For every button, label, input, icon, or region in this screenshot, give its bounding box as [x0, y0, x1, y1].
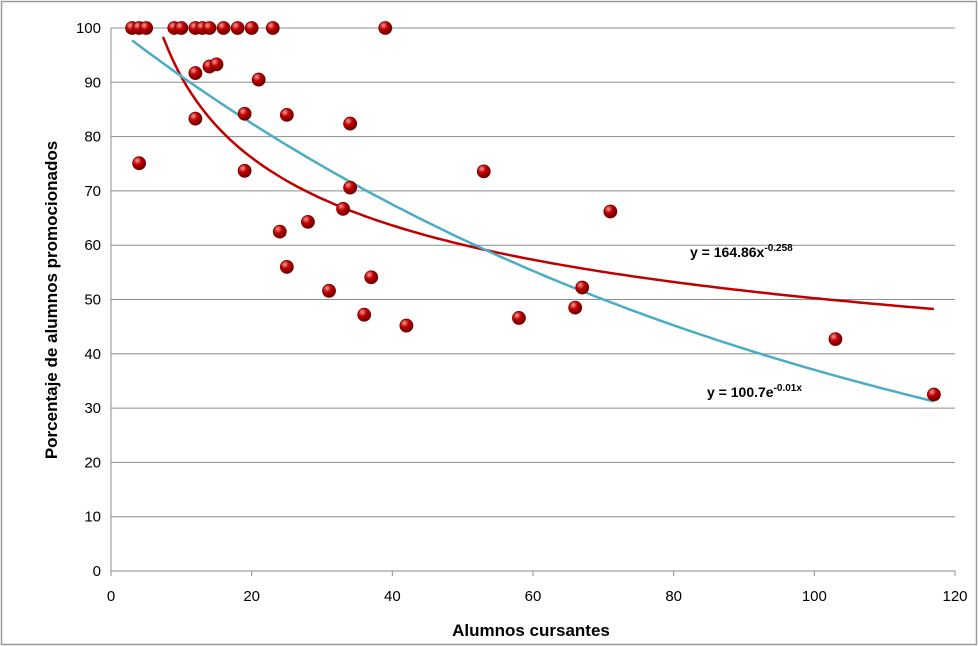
trendlines [131, 36, 935, 403]
data-point [265, 21, 280, 35]
data-point [272, 224, 287, 239]
y-tick-label: 60 [84, 237, 101, 254]
data-point [216, 21, 231, 35]
data-point [603, 204, 618, 219]
data-point [251, 72, 266, 87]
power-trend-equation: y = 164.86x-0.258 [690, 243, 793, 260]
data-point [568, 300, 583, 315]
exp-trend-equation-exponent: -0.01x [774, 383, 803, 394]
data-point [476, 164, 491, 179]
data-point [336, 201, 351, 216]
data-point [343, 180, 358, 195]
data-point [357, 307, 372, 322]
data-point [575, 280, 590, 295]
x-tick-label: 80 [665, 588, 682, 605]
power-trend-equation-main: y = 164.86x [690, 244, 765, 260]
data-point [512, 311, 526, 325]
data-point [174, 21, 189, 35]
data-point [364, 270, 379, 285]
power-trend-equation-exponent: -0.258 [764, 243, 793, 254]
y-axis-tick-labels: 0 10 20 30 40 50 60 70 80 90 100 [76, 20, 101, 580]
data-point [202, 21, 217, 35]
y-axis-title: Porcentaje de alumnos promocionados [42, 141, 61, 459]
data-point [322, 283, 336, 298]
exp-trend-equation-main: y = 100.7e [707, 384, 774, 400]
data-point [188, 111, 203, 126]
exp-trend-equation: y = 100.7e-0.01x [707, 383, 802, 400]
data-point [230, 21, 245, 35]
x-tick-label: 0 [107, 588, 115, 605]
data-point [279, 107, 294, 122]
data-point [828, 332, 843, 347]
data-point [927, 387, 941, 402]
data-point [209, 57, 224, 72]
x-axis-tick-labels: 0 20 40 60 80 100 120 [107, 588, 968, 605]
x-tick-label: 100 [802, 588, 827, 605]
data-point [237, 163, 252, 178]
data-point [139, 21, 154, 35]
y-tick-label: 50 [84, 292, 101, 309]
data-point [244, 21, 259, 35]
power-trendline [161, 36, 935, 311]
x-tick-label: 60 [525, 588, 542, 605]
y-tick-label: 80 [84, 129, 101, 146]
data-point [399, 318, 414, 333]
y-tick-label: 0 [93, 563, 101, 580]
data-points [125, 21, 941, 402]
axes [110, 28, 956, 576]
data-point [237, 106, 252, 121]
gridlines [111, 27, 955, 518]
y-tick-label: 100 [76, 20, 101, 37]
y-tick-label: 30 [84, 400, 101, 417]
x-tick-label: 120 [942, 588, 967, 605]
y-tick-label: 70 [84, 183, 101, 200]
y-tick-label: 20 [84, 454, 101, 471]
data-point [301, 214, 315, 229]
data-point [279, 260, 294, 274]
data-point [378, 21, 393, 35]
y-tick-label: 10 [84, 509, 101, 526]
data-point [343, 116, 358, 131]
x-axis-title: Alumnos cursantes [452, 621, 610, 640]
exponential-trendline [131, 39, 935, 403]
x-tick-label: 20 [243, 588, 260, 605]
y-tick-label: 40 [84, 346, 101, 363]
x-tick-label: 40 [384, 588, 401, 605]
y-tick-label: 90 [84, 74, 101, 91]
data-point [132, 156, 147, 171]
data-point [188, 66, 203, 80]
